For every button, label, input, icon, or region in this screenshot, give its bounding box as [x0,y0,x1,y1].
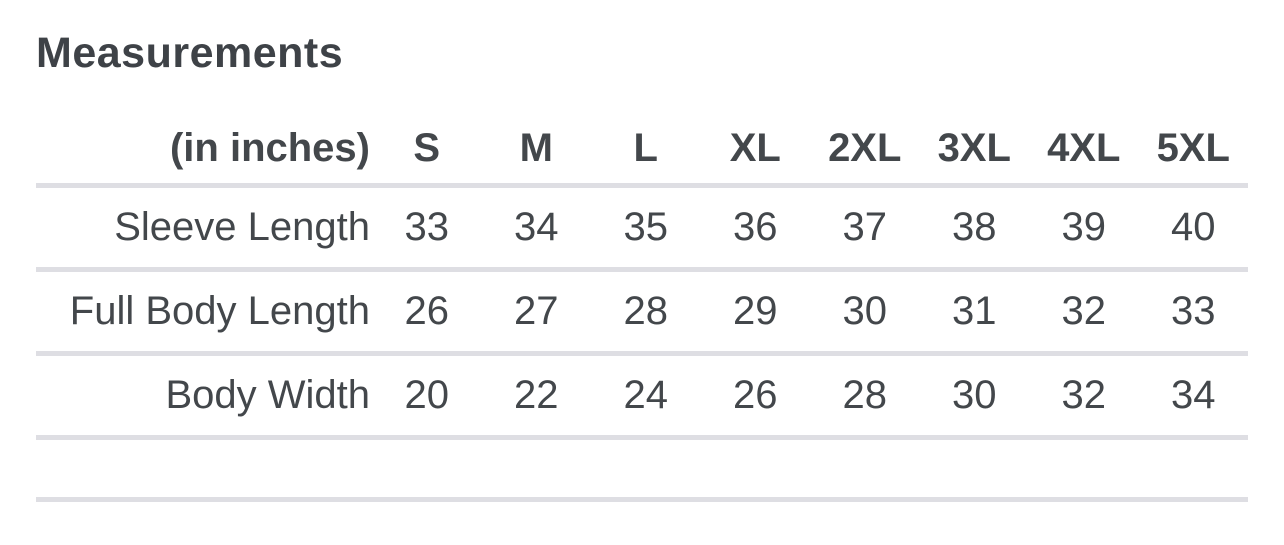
size-header-2xl: 2XL [810,113,920,189]
measurement-cell: 33 [372,185,482,273]
measurement-cell: 38 [919,185,1029,273]
table-row-body-width: Body Width 20 22 24 26 28 30 32 34 [36,353,1248,441]
row-label: Sleeve Length [36,185,372,273]
measurement-cell: 36 [700,185,810,273]
measurement-cell: 22 [481,353,591,441]
measurement-cell: 40 [1138,185,1248,273]
measurement-cell: 31 [919,269,1029,357]
size-header-m: M [481,113,591,189]
measurement-cell: 26 [372,269,482,357]
measurements-table: (in inches) S M L XL 2XL 3XL 4XL 5XL Sle… [36,113,1248,503]
measurement-cell: 39 [1029,185,1139,273]
measurement-cell: 30 [919,353,1029,441]
measurement-cell: 24 [591,353,701,441]
size-header-xl: XL [700,113,810,189]
measurement-cell: 34 [1138,353,1248,441]
measurement-cell: 26 [700,353,810,441]
table-row-full-body-length: Full Body Length 26 27 28 29 30 31 32 33 [36,269,1248,357]
empty-row [36,437,1248,503]
table-header-row: (in inches) S M L XL 2XL 3XL 4XL 5XL [36,113,1248,189]
measurement-cell: 32 [1029,269,1139,357]
table-row-sleeve-length: Sleeve Length 33 34 35 36 37 38 39 40 [36,185,1248,273]
size-chart-section: Measurements (in inches) S M L XL 2XL 3X… [36,29,1248,503]
size-header-3xl: 3XL [919,113,1029,189]
size-header-4xl: 4XL [1029,113,1139,189]
measurement-cell: 27 [481,269,591,357]
unit-label-header: (in inches) [36,113,372,189]
measurement-cell: 32 [1029,353,1139,441]
measurement-cell: 34 [481,185,591,273]
measurement-cell: 28 [810,353,920,441]
measurement-cell: 37 [810,185,920,273]
size-header-l: L [591,113,701,189]
measurement-cell: 33 [1138,269,1248,357]
row-label: Full Body Length [36,269,372,357]
measurement-cell: 30 [810,269,920,357]
measurement-cell: 28 [591,269,701,357]
size-header-5xl: 5XL [1138,113,1248,189]
empty-cell [36,437,1248,503]
measurement-cell: 20 [372,353,482,441]
row-label: Body Width [36,353,372,441]
measurement-cell: 35 [591,185,701,273]
size-header-s: S [372,113,482,189]
section-title: Measurements [36,29,344,77]
measurement-cell: 29 [700,269,810,357]
